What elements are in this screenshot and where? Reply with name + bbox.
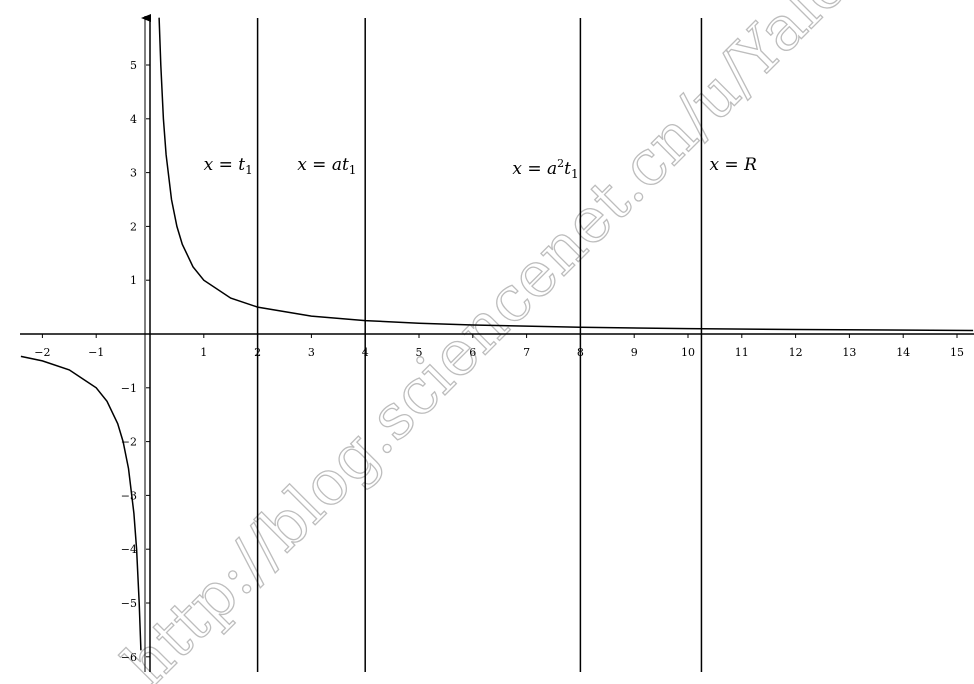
- x-tick-label-9: 9: [631, 346, 638, 359]
- x-tick-label-15: 15: [950, 346, 964, 359]
- x-tick-label-14: 14: [896, 346, 910, 359]
- x-tick-label-7: 7: [523, 346, 530, 359]
- vertical-line-label-1: x = t1: [204, 155, 253, 177]
- y-tick-label-3: 3: [130, 167, 137, 180]
- x-tick-label--1: −1: [88, 346, 104, 359]
- watermark-text: http://blog.sciencenet.cn/u/Yaleking: [109, 0, 958, 684]
- axes: [20, 14, 974, 672]
- series-1-positive-branch: [158, 17, 974, 332]
- vertical-line-label-3: x = a2t1: [512, 157, 578, 181]
- x-tick-label-3: 3: [308, 346, 315, 359]
- x-tick-label-2: 2: [254, 346, 261, 359]
- y-tick-label-4: 4: [130, 113, 137, 126]
- y-tick-label-2: 2: [130, 220, 137, 233]
- x-tick-label--2: −2: [34, 346, 50, 359]
- x-tick-label-8: 8: [577, 346, 584, 359]
- series-1-negative-branch: [20, 355, 142, 651]
- y-tick-label--2: −2: [121, 436, 137, 449]
- y-tick-label--1: −1: [121, 382, 137, 395]
- y-tick-label--5: −5: [121, 597, 137, 610]
- annotations: x = t1 x = at1 x = a2t1 x = R: [204, 155, 757, 181]
- y-tick-label--6: −6: [121, 651, 137, 664]
- tick-marks: −2 −1 1 2 3 4 5 6 7 8 9 10 11 12 13 14 15−6−5−4−3−2−1123…: [34, 59, 964, 664]
- x-tick-label-13: 13: [842, 346, 856, 359]
- y-tick-label-5: 5: [130, 59, 137, 72]
- x-tick-label-12: 12: [789, 346, 803, 359]
- vertical-line-label-2: x = at1: [297, 155, 356, 177]
- x-tick-label-5: 5: [416, 346, 423, 359]
- watermark: http://blog.sciencenet.cn/u/Yaleking: [108, 0, 958, 684]
- x-tick-label-4: 4: [362, 346, 369, 359]
- y-tick-label--4: −4: [121, 543, 137, 556]
- x-tick-label-6: 6: [469, 346, 476, 359]
- x-tick-label-1: 1: [200, 346, 207, 359]
- x-tick-label-10: 10: [681, 346, 695, 359]
- y-tick-label--3: −3: [121, 489, 137, 502]
- y-tick-label-1: 1: [130, 274, 137, 287]
- vertical-lines: [256, 18, 703, 672]
- x-tick-label-11: 11: [735, 346, 749, 359]
- vertical-line-label-4: x = R: [709, 155, 757, 175]
- series: [20, 17, 974, 651]
